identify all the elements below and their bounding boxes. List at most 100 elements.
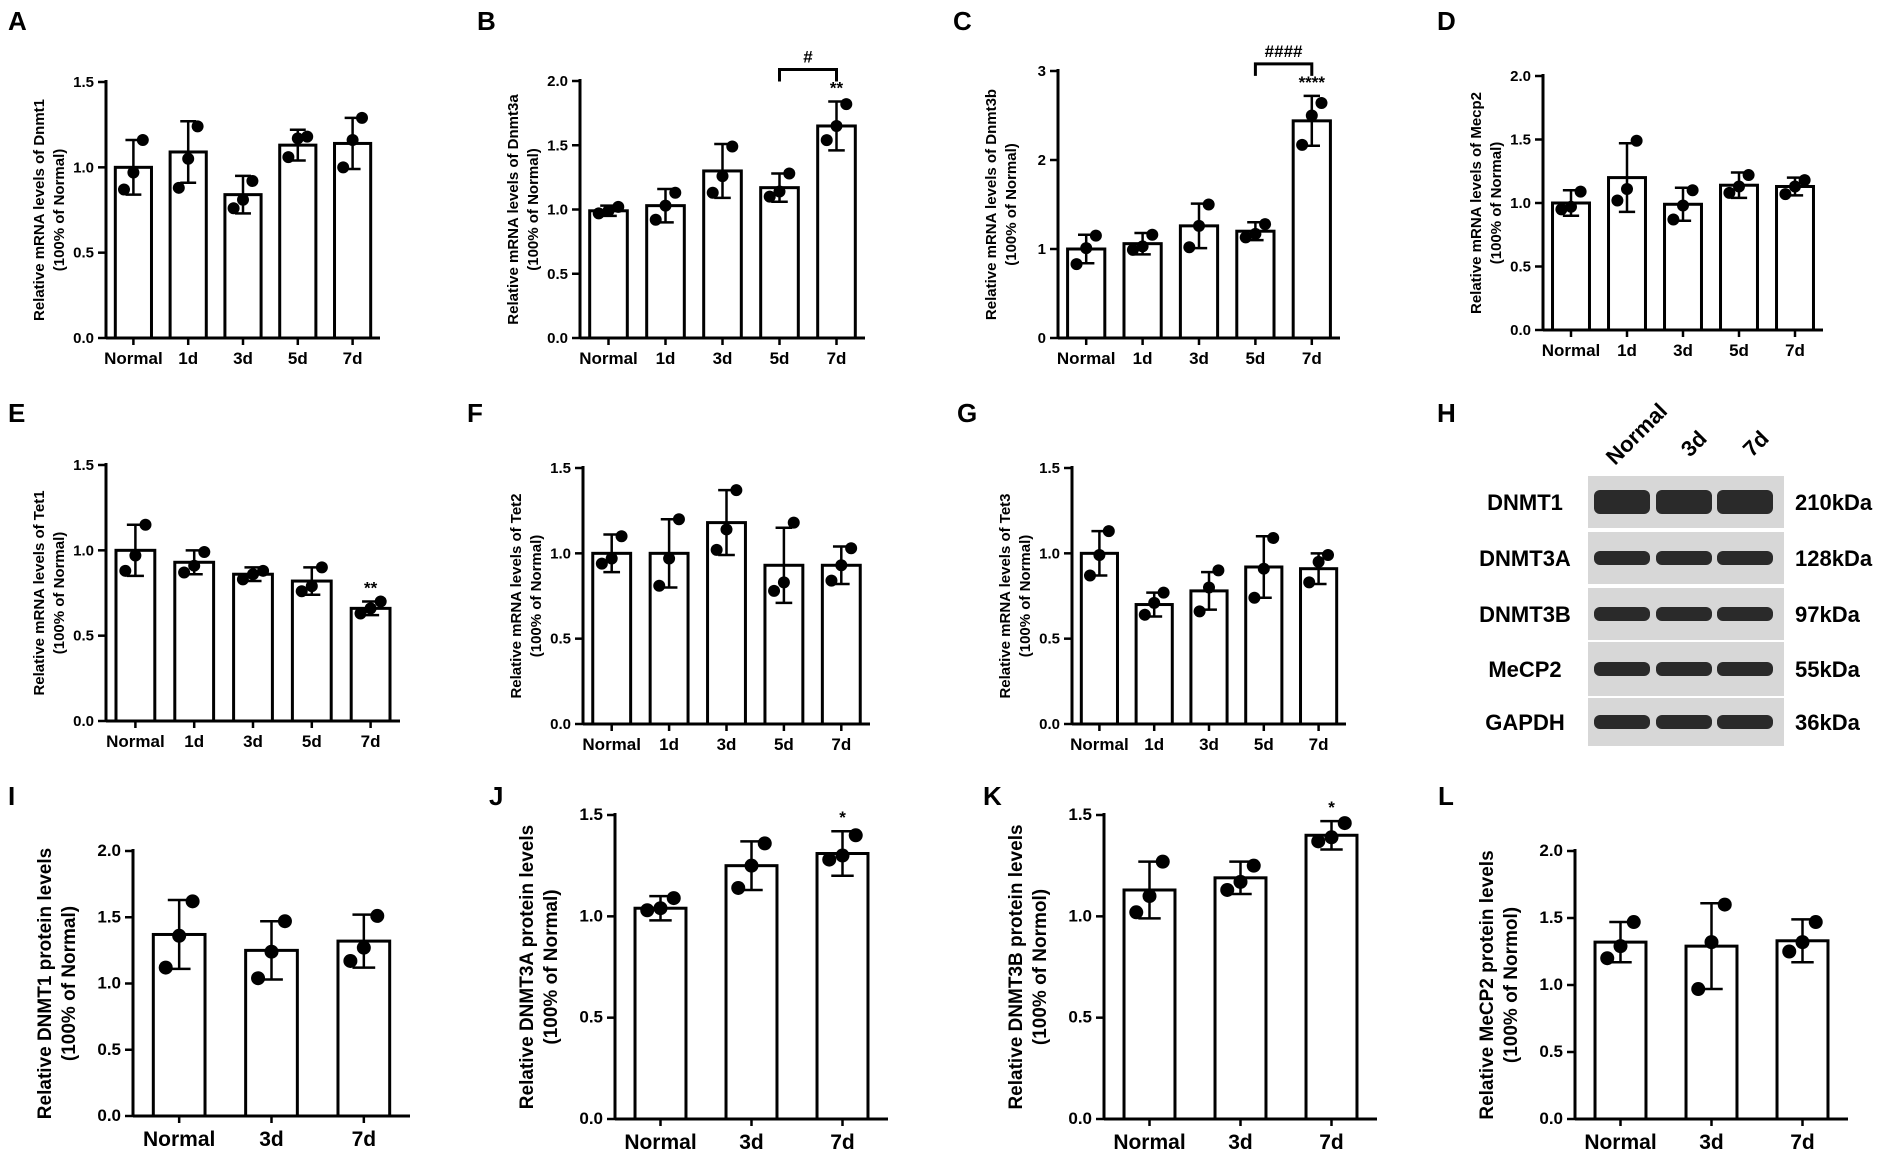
y-tick-label: 1.0: [73, 542, 94, 559]
data-point: [726, 140, 739, 153]
y-tick-label: 1.0: [550, 545, 571, 562]
y-axis-label-units: (100% of Normal): [525, 148, 542, 271]
y-tick-label: 1.5: [73, 74, 94, 91]
blot-band: [1656, 490, 1712, 514]
data-point: [1155, 854, 1170, 869]
data-point: [227, 202, 240, 215]
x-tick-label: 7d: [830, 1131, 855, 1154]
x-tick-label: 1d: [1133, 349, 1153, 368]
data-point: [364, 602, 377, 615]
data-point: [1296, 138, 1309, 151]
x-tick-label: 7d: [1790, 1131, 1815, 1154]
y-tick-label: 1.0: [579, 906, 603, 925]
y-tick-label: 1.0: [1539, 975, 1563, 994]
y-axis-label-units: (100% of Normol): [1501, 907, 1522, 1063]
blot-band: [1594, 551, 1650, 565]
data-point: [1136, 240, 1149, 253]
y-axis-label-units: (100% of Normal): [1488, 142, 1505, 265]
data-point: [830, 119, 843, 132]
bar: [232, 572, 274, 723]
y-axis-label-units: (100% of Normal): [541, 889, 562, 1044]
y-tick-label: 0.5: [1539, 1042, 1563, 1061]
blot-protein-label: DNMT3B: [1479, 602, 1571, 627]
blot-size-label: 128kDa: [1795, 546, 1873, 571]
data-point: [129, 549, 142, 562]
y-tick-label: 0.0: [550, 716, 571, 733]
data-point: [1142, 889, 1157, 904]
data-point: [787, 516, 800, 529]
y-tick-label: 0.5: [550, 631, 571, 648]
y-tick-label: 0.5: [73, 628, 94, 645]
x-tick-label: Normal: [1584, 1131, 1656, 1154]
y-axis-label: Relative mRNA levels of Mecp2: [1468, 92, 1485, 314]
y-tick-label: 2.0: [1539, 841, 1563, 860]
data-point: [356, 940, 371, 955]
blot-lane-label: 3d: [1676, 426, 1712, 462]
data-point: [136, 134, 149, 147]
y-axis-label: Relative mRNA levels of Tet2: [508, 493, 525, 698]
data-point: [354, 607, 367, 620]
data-point: [1555, 203, 1568, 216]
data-point: [592, 207, 605, 220]
bar: [173, 560, 216, 723]
y-axis-label-units: (100% of Normal): [1003, 143, 1020, 266]
data-point: [237, 193, 249, 206]
data-point: [295, 585, 308, 598]
y-axis-label: Relative mRNA levels of Dnmt1: [31, 99, 48, 321]
x-tick-label: 5d: [770, 349, 790, 368]
data-point: [1303, 576, 1316, 589]
data-point: [172, 181, 185, 194]
data-point: [744, 858, 759, 873]
panel-letter: H: [1437, 398, 1456, 428]
y-tick-label: 0.0: [1539, 1109, 1563, 1128]
data-point: [1677, 199, 1689, 212]
x-tick-label: Normal: [106, 732, 165, 751]
data-point: [820, 134, 833, 147]
y-axis-label-units: (100% of Normal): [1017, 535, 1034, 658]
panel-letter: D: [1437, 6, 1456, 36]
data-point: [1083, 569, 1096, 582]
data-point: [848, 828, 863, 843]
blot-band: [1594, 607, 1650, 621]
bar: [633, 906, 688, 1121]
data-point: [716, 170, 729, 183]
x-tick-label: 7d: [1302, 349, 1322, 368]
blot-size-label: 55kDa: [1795, 657, 1861, 682]
significance-marker: ****: [1299, 73, 1326, 92]
data-point: [247, 568, 259, 581]
y-tick-label: 1.5: [73, 457, 94, 474]
x-tick-label: 5d: [1245, 349, 1265, 368]
panel-letter: I: [8, 781, 15, 811]
data-point: [1259, 218, 1272, 231]
significance-marker: *: [839, 808, 846, 827]
x-tick-label: Normal: [624, 1131, 696, 1154]
bar: [1775, 939, 1830, 1121]
data-point: [1733, 180, 1745, 193]
data-point: [768, 584, 781, 597]
x-tick-label: 1d: [178, 349, 198, 368]
blot-size-label: 210kDa: [1795, 490, 1873, 515]
data-point: [1138, 608, 1151, 621]
x-tick-label: 1d: [1144, 735, 1164, 754]
chart-panel-b: B 0.0 0.5 1.0 1.5 2.0 Relative mRNA levels of …: [477, 6, 865, 368]
data-point: [251, 971, 266, 986]
data-point: [185, 894, 200, 909]
blot-size-label: 36kDa: [1795, 710, 1861, 735]
data-point: [337, 161, 350, 174]
blot-band: [1594, 490, 1650, 514]
y-tick-label: 0: [1038, 330, 1046, 347]
y-tick-label: 0.5: [547, 266, 568, 283]
data-point: [1798, 174, 1811, 187]
comparison-bracket: [1253, 62, 1314, 76]
significance-marker: **: [364, 579, 378, 598]
x-tick-label: 7d: [343, 349, 363, 368]
data-point: [374, 595, 387, 608]
bar: [645, 204, 686, 340]
data-point: [666, 891, 681, 906]
data-point: [1789, 180, 1801, 193]
data-point: [653, 901, 668, 916]
data-point: [1686, 184, 1699, 197]
x-tick-label: Normal: [1057, 349, 1116, 368]
bar: [114, 548, 157, 723]
blot-band: [1594, 662, 1650, 676]
